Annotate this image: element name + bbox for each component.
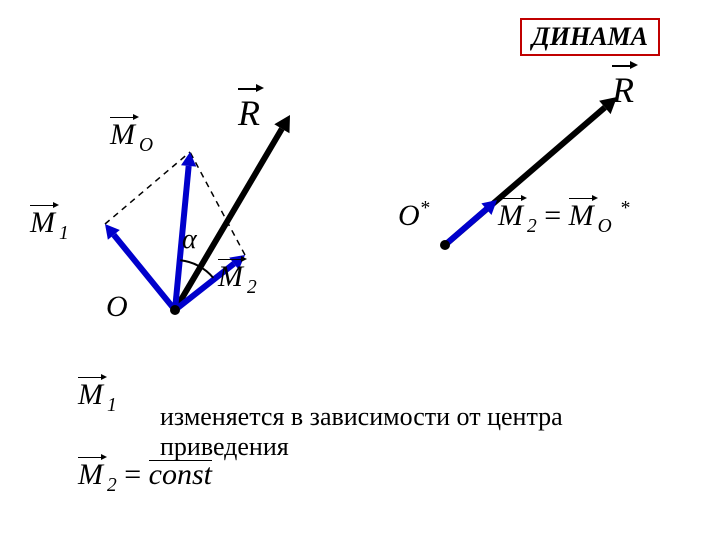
bottom-M2-const: M2 = const xyxy=(78,458,212,497)
bottom-M1-text: изменяется в зависимости от центра приве… xyxy=(160,402,630,462)
label-MO: MO xyxy=(110,118,153,157)
bottom-M1-vector: M1 xyxy=(78,378,117,417)
equation-M2-eq-MOstar: M2 = MO* xyxy=(498,198,630,238)
label-O: O xyxy=(106,290,128,324)
diagram-canvas: ДИНАМА M1 MO R α M2 O O* R M2 = MO* M1 и… xyxy=(0,0,720,540)
label-alpha: α xyxy=(182,224,197,256)
label-R-left: R xyxy=(238,92,264,134)
label-M2: M2 xyxy=(218,260,257,299)
label-O-star: O* xyxy=(398,198,429,233)
label-R-right: R xyxy=(612,69,638,111)
label-M1: M1 xyxy=(30,206,69,245)
